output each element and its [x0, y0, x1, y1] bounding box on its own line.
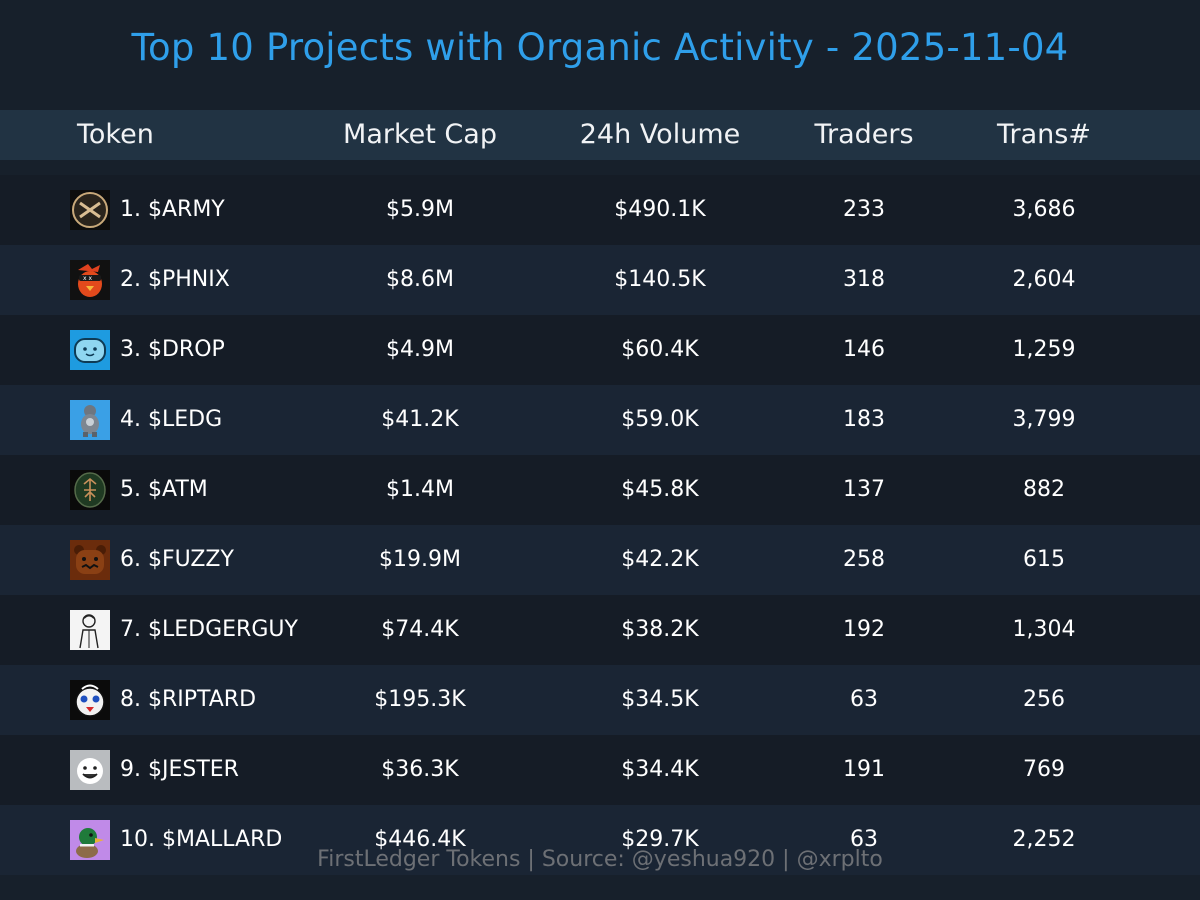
- header-market-cap[interactable]: Market Cap: [343, 119, 497, 150]
- table-row[interactable]: 7. $LEDGERGUY $74.4K $38.2K 192 1,304: [0, 595, 1200, 665]
- gorilla-figure-icon: [70, 400, 110, 440]
- drop-blob-icon: [70, 330, 110, 370]
- transaction-count: 1,304: [1012, 617, 1076, 642]
- transaction-count: 256: [1023, 687, 1065, 712]
- token-name: 1. $ARMY: [120, 197, 225, 222]
- table-row[interactable]: 4. $LEDG $41.2K $59.0K 183 3,799: [0, 385, 1200, 455]
- token-table: 1. $ARMY $5.9M $490.1K 233 3,686 x x 2. …: [0, 175, 1200, 875]
- token-name: 9. $JESTER: [120, 757, 239, 782]
- traders-count: 63: [850, 687, 878, 712]
- token-name: 10. $MALLARD: [120, 827, 283, 852]
- page-title: Top 10 Projects with Organic Activity - …: [131, 26, 1069, 69]
- token-name: 3. $DROP: [120, 337, 225, 362]
- transaction-count: 2,252: [1012, 827, 1076, 852]
- header-24h-volume[interactable]: 24h Volume: [579, 119, 741, 150]
- market-cap: $4.9M: [386, 337, 454, 362]
- market-cap: $74.4K: [381, 617, 459, 642]
- token-name: 2. $PHNIX: [120, 267, 230, 292]
- token-name: 7. $LEDGERGUY: [120, 617, 298, 642]
- market-cap: $195.3K: [374, 687, 466, 712]
- traders-count: 258: [843, 547, 885, 572]
- ledgerguy-sketch-icon: [70, 610, 110, 650]
- fuzzy-bear-icon: [70, 540, 110, 580]
- market-cap: $41.2K: [381, 407, 459, 432]
- market-cap: $36.3K: [381, 757, 459, 782]
- jester-face-icon: [70, 750, 110, 790]
- token-name: 5. $ATM: [120, 477, 208, 502]
- atm-emblem-icon: [70, 470, 110, 510]
- phoenix-bird-icon: x x: [70, 260, 110, 300]
- transaction-count: 2,604: [1012, 267, 1076, 292]
- table-row[interactable]: 9. $JESTER $36.3K $34.4K 191 769: [0, 735, 1200, 805]
- traders-count: 191: [843, 757, 885, 782]
- market-cap: $19.9M: [379, 547, 461, 572]
- table-row[interactable]: 6. $FUZZY $19.9M $42.2K 258 615: [0, 525, 1200, 595]
- traders-count: 63: [850, 827, 878, 852]
- token-name: 4. $LEDG: [120, 407, 223, 432]
- riptard-face-icon: [70, 680, 110, 720]
- volume-24h: $59.0K: [621, 407, 699, 432]
- volume-24h: $34.4K: [621, 757, 699, 782]
- traders-count: 233: [843, 197, 885, 222]
- table-row[interactable]: 5. $ATM $1.4M $45.8K 137 882: [0, 455, 1200, 525]
- volume-24h: $490.1K: [614, 197, 706, 222]
- transaction-count: 769: [1023, 757, 1065, 782]
- traders-count: 192: [843, 617, 885, 642]
- market-cap: $1.4M: [386, 477, 454, 502]
- volume-24h: $42.2K: [621, 547, 699, 572]
- transaction-count: 615: [1023, 547, 1065, 572]
- table-header: Token Market Cap 24h Volume Traders Tran…: [0, 110, 1200, 160]
- header-traders[interactable]: Traders: [814, 119, 914, 150]
- traders-count: 146: [843, 337, 885, 362]
- market-cap: $5.9M: [386, 197, 454, 222]
- volume-24h: $29.7K: [621, 827, 699, 852]
- volume-24h: $140.5K: [614, 267, 706, 292]
- transaction-count: 3,799: [1012, 407, 1076, 432]
- source-footer: FirstLedger Tokens | Source: @yeshua920 …: [317, 847, 883, 872]
- table-row[interactable]: 8. $RIPTARD $195.3K $34.5K 63 256: [0, 665, 1200, 735]
- traders-count: 137: [843, 477, 885, 502]
- table-row[interactable]: x x 2. $PHNIX $8.6M $140.5K 318 2,604: [0, 245, 1200, 315]
- traders-count: 318: [843, 267, 885, 292]
- mallard-duck-icon: [70, 820, 110, 860]
- market-cap: $8.6M: [386, 267, 454, 292]
- volume-24h: $45.8K: [621, 477, 699, 502]
- token-name: 8. $RIPTARD: [120, 687, 257, 712]
- table-row[interactable]: 1. $ARMY $5.9M $490.1K 233 3,686: [0, 175, 1200, 245]
- svg-text:x x: x x: [83, 275, 92, 282]
- token-name: 6. $FUZZY: [120, 547, 234, 572]
- table-row[interactable]: 3. $DROP $4.9M $60.4K 146 1,259: [0, 315, 1200, 385]
- table-row[interactable]: 10. $MALLARD $446.4K $29.7K 63 2,252: [0, 805, 1200, 875]
- volume-24h: $60.4K: [621, 337, 699, 362]
- transaction-count: 1,259: [1012, 337, 1076, 362]
- transaction-count: 882: [1023, 477, 1065, 502]
- header-token[interactable]: Token: [77, 119, 154, 150]
- army-logo-icon: [70, 190, 110, 230]
- traders-count: 183: [843, 407, 885, 432]
- volume-24h: $38.2K: [621, 617, 699, 642]
- volume-24h: $34.5K: [621, 687, 699, 712]
- market-cap: $446.4K: [374, 827, 466, 852]
- header-trans[interactable]: Trans#: [997, 119, 1091, 150]
- transaction-count: 3,686: [1012, 197, 1076, 222]
